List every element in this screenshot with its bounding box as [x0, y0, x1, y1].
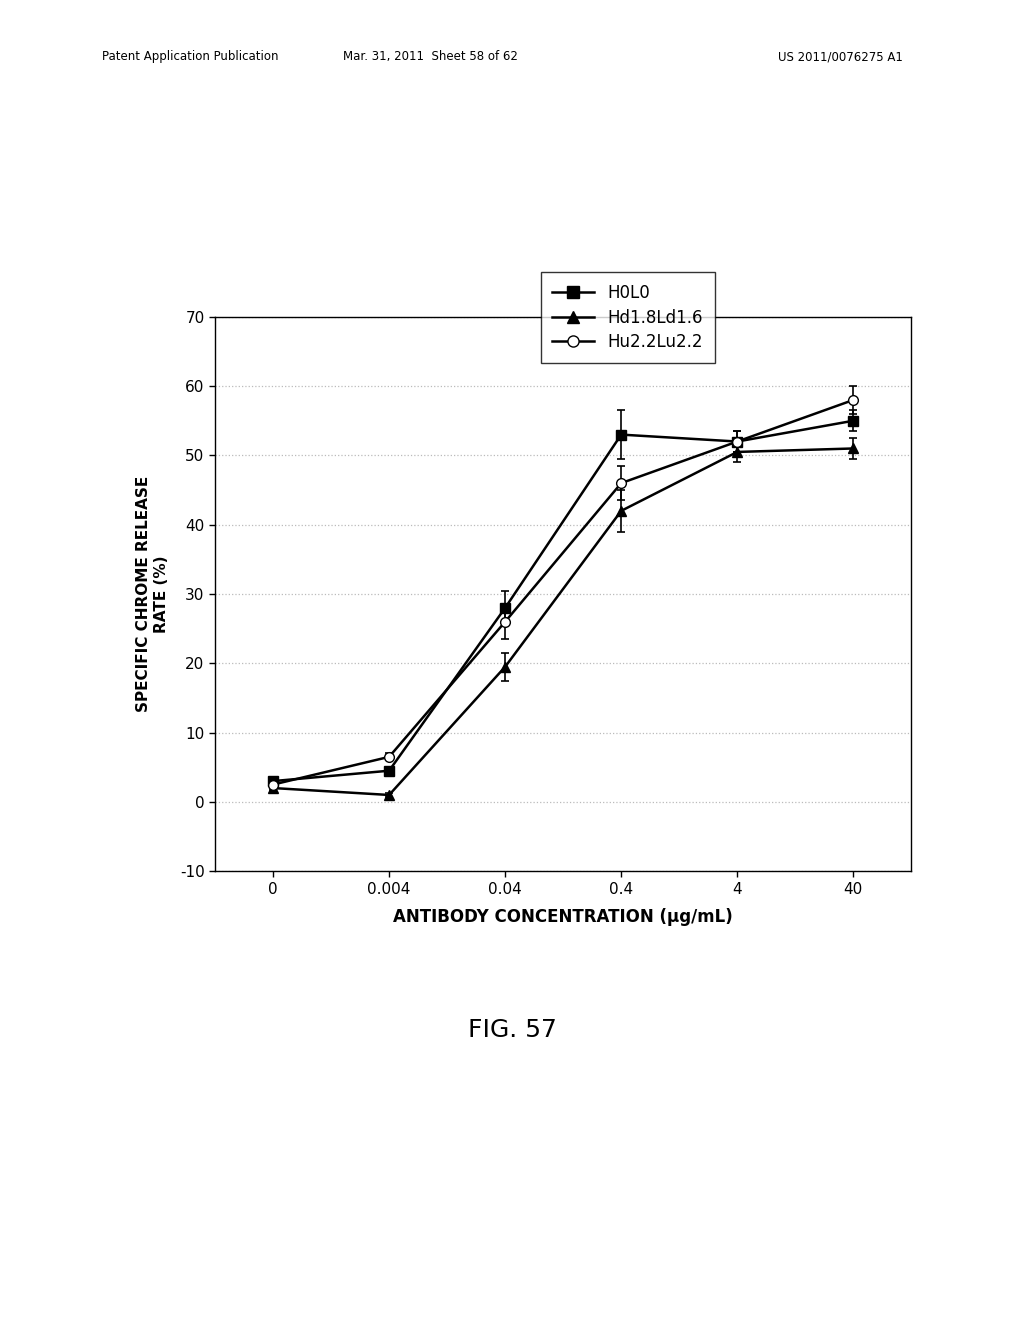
Legend: H0L0, Hd1.8Ld1.6, Hu2.2Lu2.2: H0L0, Hd1.8Ld1.6, Hu2.2Lu2.2 [541, 272, 715, 363]
Text: FIG. 57: FIG. 57 [468, 1018, 556, 1041]
Y-axis label: SPECIFIC CHROME RELEASE
RATE (%): SPECIFIC CHROME RELEASE RATE (%) [136, 477, 169, 711]
Text: Mar. 31, 2011  Sheet 58 of 62: Mar. 31, 2011 Sheet 58 of 62 [343, 50, 517, 63]
Text: Patent Application Publication: Patent Application Publication [102, 50, 279, 63]
Text: US 2011/0076275 A1: US 2011/0076275 A1 [778, 50, 903, 63]
X-axis label: ANTIBODY CONCENTRATION (μg/mL): ANTIBODY CONCENTRATION (μg/mL) [393, 908, 733, 925]
